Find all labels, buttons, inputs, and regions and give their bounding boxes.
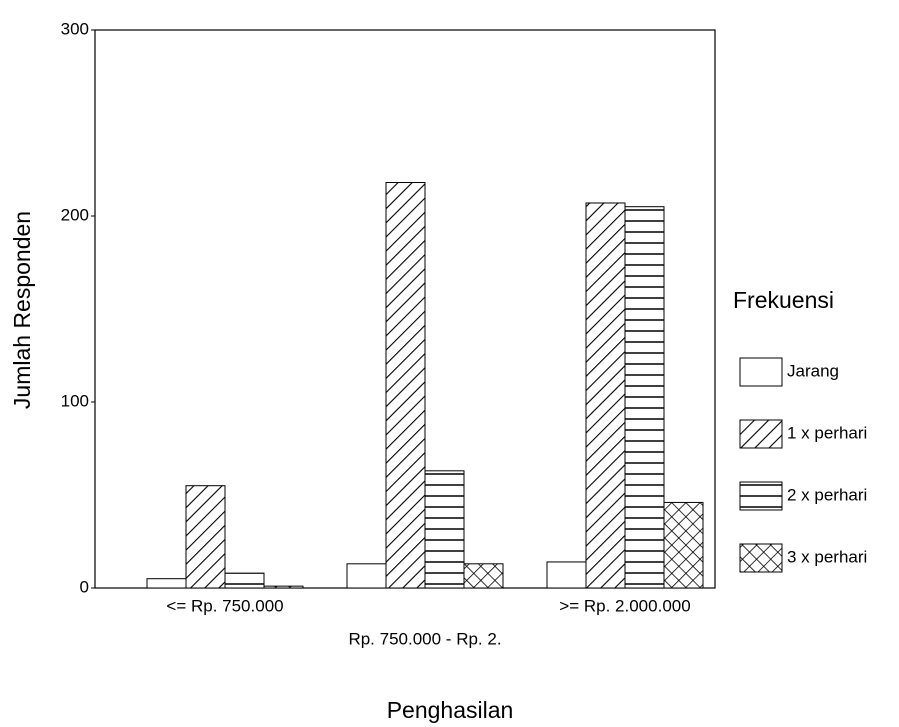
legend-label: 2 x perhari [787, 485, 867, 504]
legend-swatch [740, 420, 782, 448]
legend-swatch [740, 544, 782, 572]
y-tick-label: 0 [80, 577, 89, 596]
x-axis-title: Penghasilan [387, 697, 514, 723]
x-tick-label: Rp. 750.000 - Rp. 2. [348, 629, 501, 648]
bar [264, 586, 303, 588]
bar [664, 502, 703, 588]
x-tick-label: >= Rp. 2.000.000 [559, 596, 690, 615]
chart: Penghasilan Jumlah Responden Frekuensi 0… [0, 0, 899, 727]
bar [347, 564, 386, 588]
bar [425, 471, 464, 588]
legend-swatch [740, 358, 782, 386]
legend-label: 1 x perhari [787, 423, 867, 442]
bar [464, 564, 503, 588]
bar [586, 203, 625, 588]
y-tick-label: 100 [61, 391, 89, 410]
bar [547, 562, 586, 588]
y-tick-label: 300 [61, 19, 89, 38]
legend-label: Jarang [787, 361, 839, 380]
legend-label: 3 x perhari [787, 547, 867, 566]
bar [625, 207, 664, 588]
bar [147, 579, 186, 588]
x-tick-label: <= Rp. 750.000 [166, 596, 283, 615]
legend-title: Frekuensi [733, 287, 834, 313]
y-tick-label: 200 [61, 205, 89, 224]
legend-swatch [740, 482, 782, 510]
bar [386, 183, 425, 588]
bar [225, 573, 264, 588]
y-axis-title: Jumlah Responden [9, 211, 35, 409]
bar [186, 486, 225, 588]
